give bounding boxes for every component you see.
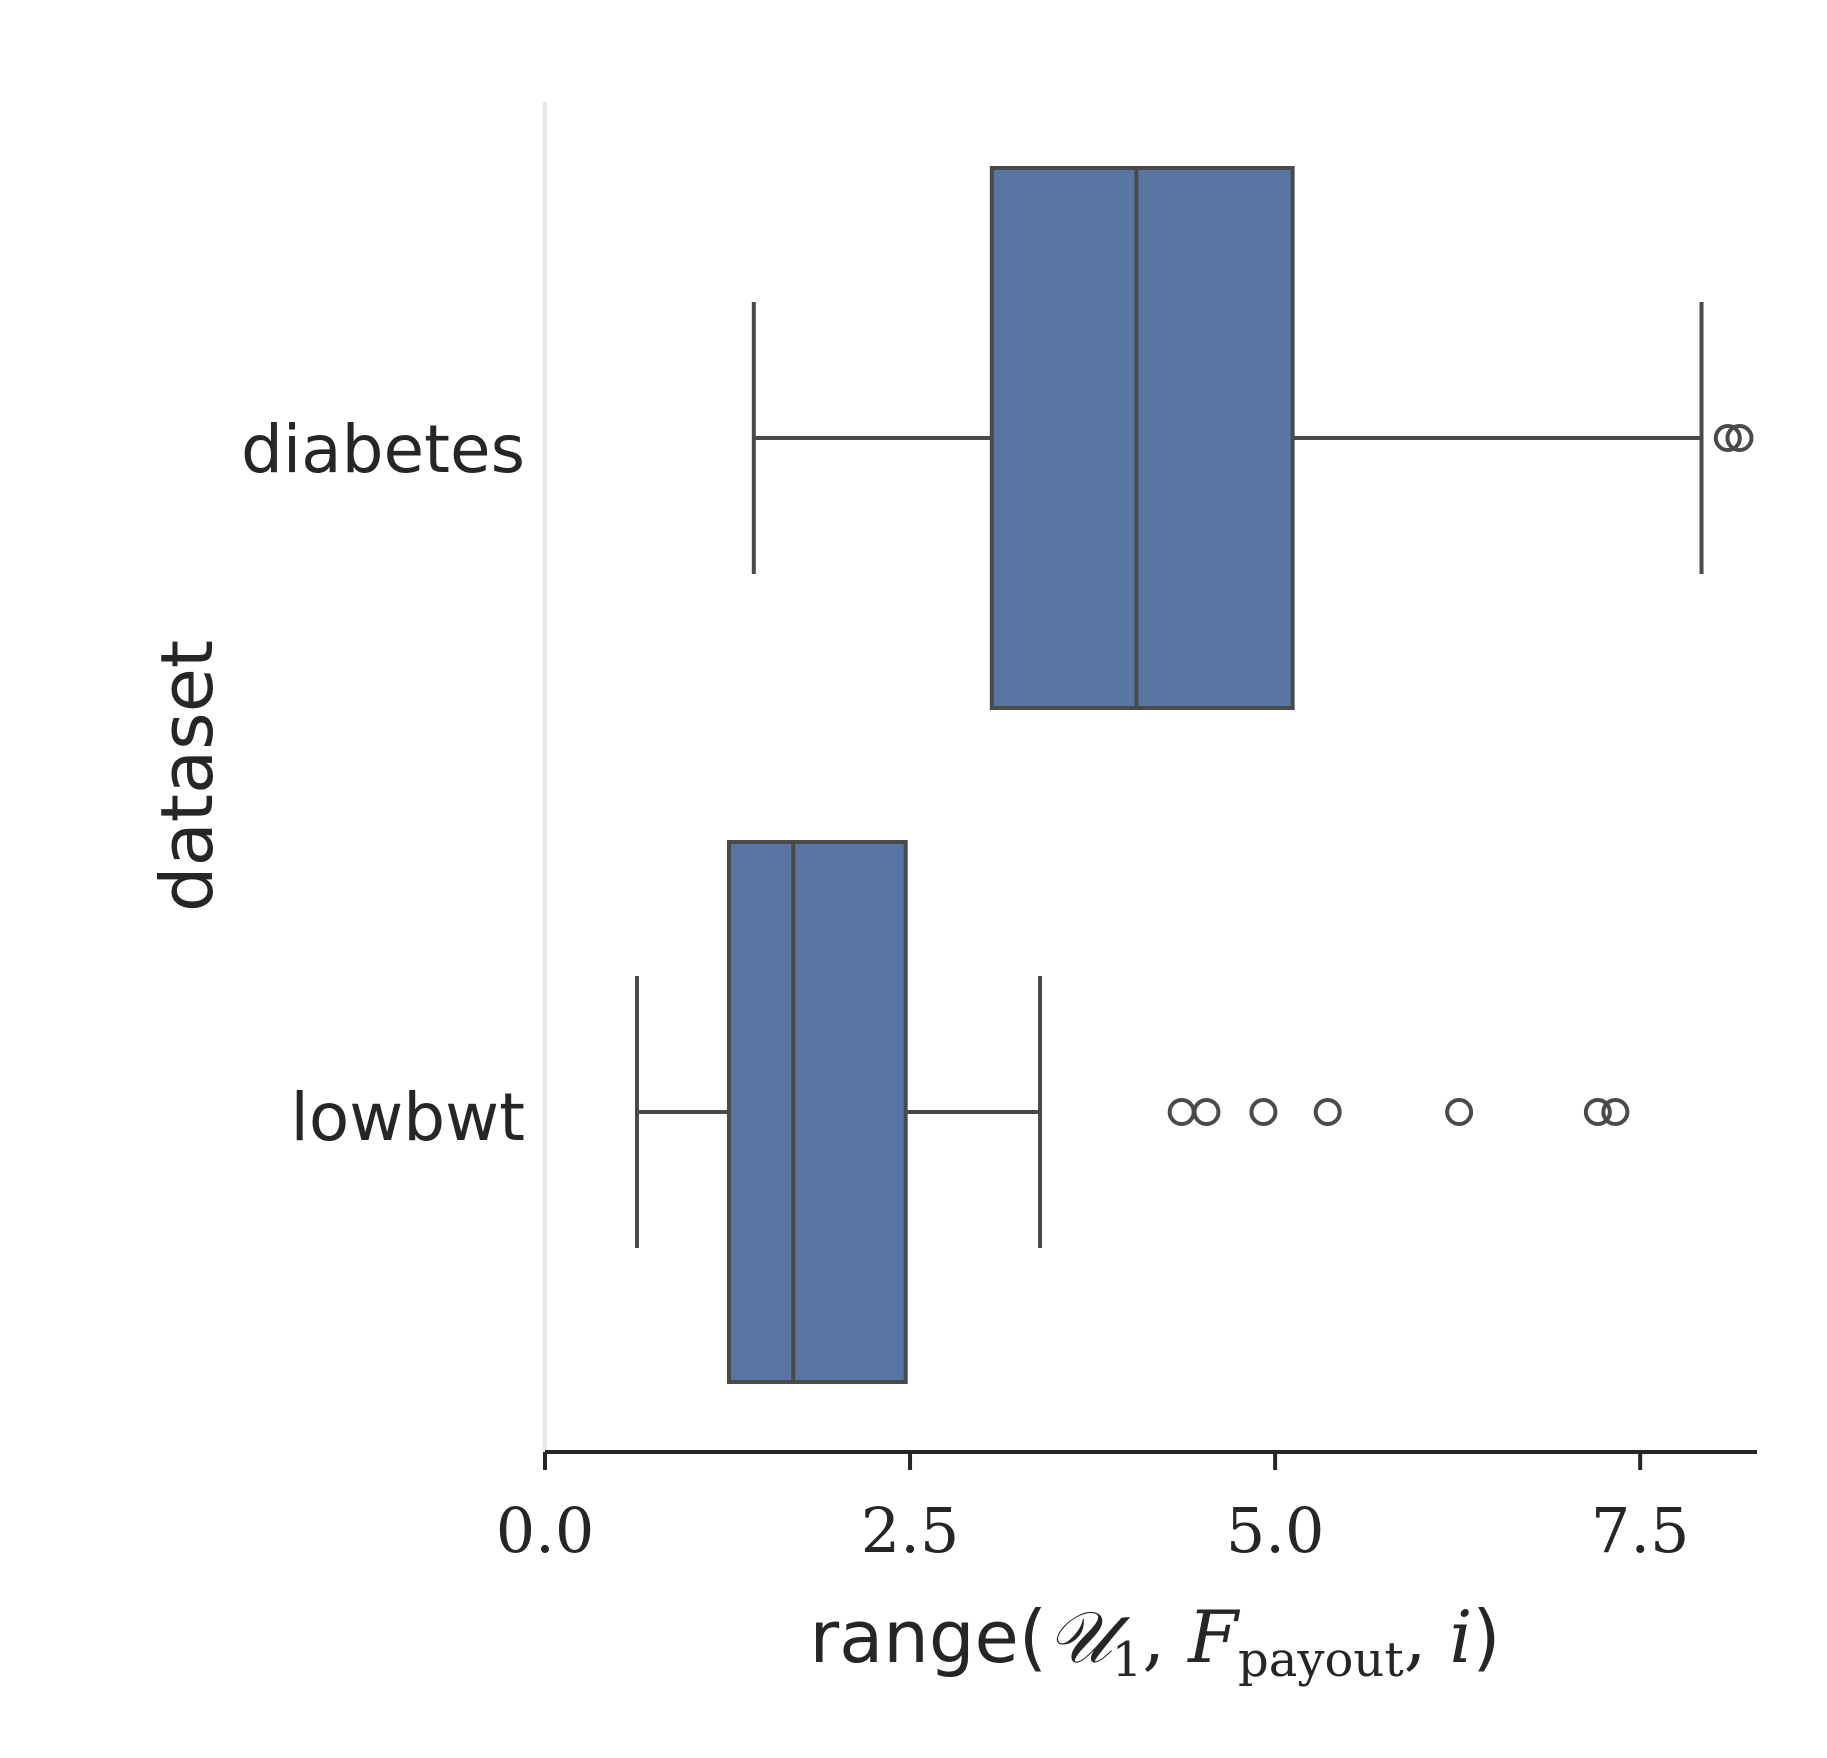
x-tick-label-1: 2.5 (861, 1494, 960, 1567)
x-axis-ticks: 0.0 2.5 5.0 7.5 (496, 1452, 1690, 1567)
outlier-point-diabetes-1 (1725, 424, 1754, 452)
x-tick-label-3: 7.5 (1591, 1494, 1690, 1567)
x-title-sub-1: 1 (1112, 1632, 1143, 1688)
x-tick-label-0: 0.0 (496, 1494, 595, 1567)
iqr-box-lowbwt (726, 840, 908, 1384)
box-lowbwt (634, 840, 1630, 1384)
iqr-box-diabetes (989, 166, 1295, 710)
x-tick-label-2: 5.0 (1226, 1494, 1325, 1567)
outlier-point-lowbwt-6 (1601, 1098, 1630, 1126)
y-category-label-diabetes: diabetes (241, 411, 525, 488)
x-title-comma-2: , (1404, 1595, 1450, 1679)
outlier-point-lowbwt-3 (1313, 1098, 1342, 1126)
outlier-point-diabetes-0 (1713, 424, 1742, 452)
x-axis-title: range(𝒰1, Fpayout, i) (809, 1595, 1500, 1688)
outlier-point-lowbwt-1 (1192, 1098, 1221, 1126)
x-title-prefix: range( (809, 1595, 1046, 1679)
outlier-point-lowbwt-2 (1249, 1098, 1278, 1126)
box-group (634, 166, 1754, 1384)
outlier-point-lowbwt-4 (1445, 1098, 1474, 1126)
y-axis-title: dataset (145, 640, 229, 912)
x-title-f: F (1186, 1595, 1241, 1679)
box-diabetes (751, 166, 1754, 710)
outlier-point-lowbwt-0 (1167, 1098, 1196, 1126)
x-title-sub-payout: payout (1238, 1632, 1404, 1688)
x-title-comma-1: , (1142, 1595, 1188, 1679)
x-title-suffix: ) (1472, 1595, 1500, 1679)
y-category-label-lowbwt: lowbwt (291, 1079, 525, 1156)
outlier-point-lowbwt-5 (1583, 1098, 1612, 1126)
x-title-i: i (1449, 1595, 1472, 1679)
